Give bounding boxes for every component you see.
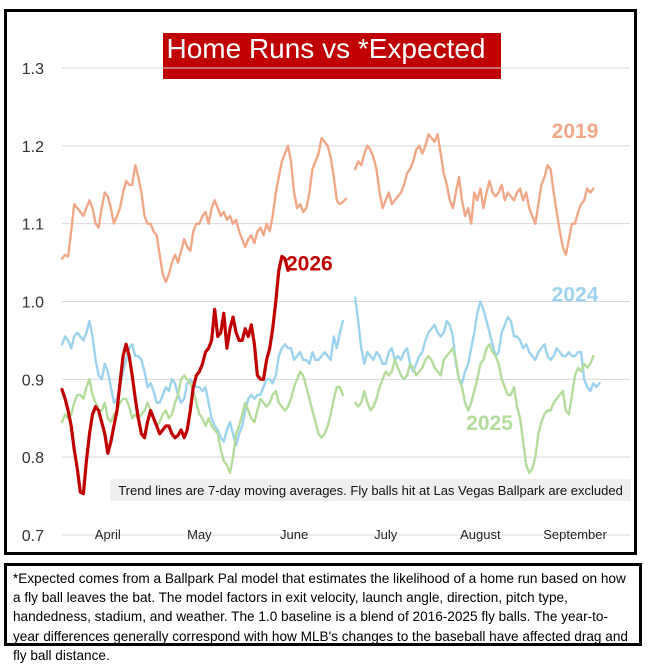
footnote: *Expected comes from a Ballpark Pal mode… [4, 563, 642, 663]
series-line-2025 [354, 343, 595, 474]
series-lines [60, 133, 601, 496]
line-chart: 0.7 0.8 0.9 1.0 1.1 1.2 1.3 April May June July Au… [22, 33, 630, 545]
y-tick-label: 1.0 [22, 295, 44, 312]
x-tick-label: September [543, 527, 607, 542]
y-tick-label: 0.9 [22, 372, 44, 389]
x-tick-label: July [374, 527, 398, 542]
x-tick-label: April [95, 527, 121, 542]
series-label-2026: 2026 [286, 252, 333, 275]
series-line-2026 [60, 254, 290, 496]
series-line-2019 [354, 133, 595, 256]
chart-annotation: Trend lines are 7-day moving averages. F… [110, 479, 631, 501]
series-label-2025: 2025 [466, 412, 513, 435]
series-line-2024 [354, 296, 601, 393]
y-tick-label: 1.1 [22, 217, 44, 234]
x-tick-label: May [187, 527, 212, 542]
title-background [163, 33, 501, 79]
series-line-2024 [60, 319, 345, 447]
y-tick-label: 0.8 [22, 450, 44, 467]
y-tick-label: 0.7 [22, 528, 44, 545]
series-line-2019 [60, 136, 348, 284]
chart-title: Home Runs vs *Expected [166, 32, 486, 64]
x-axis-ticks: April May June July August September [95, 527, 608, 542]
x-tick-label: August [460, 527, 501, 542]
gridlines [62, 67, 630, 536]
series-label-2019: 2019 [552, 120, 599, 143]
x-tick-label: June [280, 527, 308, 542]
y-axis-ticks: 0.7 0.8 0.9 1.0 1.1 1.2 1.3 [22, 61, 44, 545]
y-tick-label: 1.2 [22, 139, 44, 156]
y-tick-label: 1.3 [22, 61, 44, 78]
series-label-2024: 2024 [552, 284, 599, 307]
chart-frame [4, 9, 637, 555]
series-labels: 2019 2024 2025 2026 [286, 120, 599, 435]
series-line-2025 [60, 370, 345, 474]
